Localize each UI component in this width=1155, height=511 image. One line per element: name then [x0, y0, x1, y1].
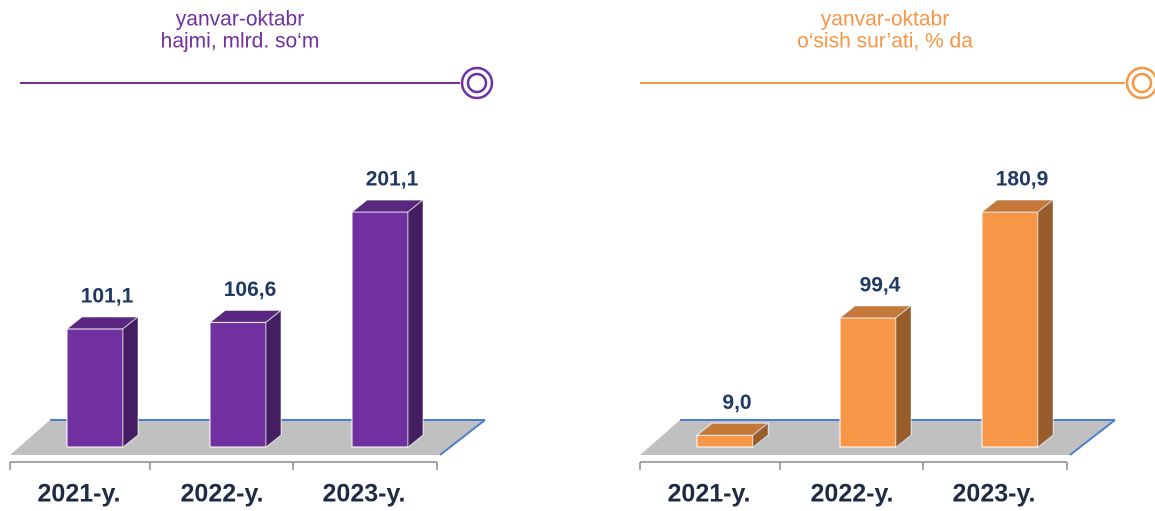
bar-side — [1037, 198, 1054, 449]
floor-edge — [439, 419, 486, 456]
bar-side-shade — [408, 200, 423, 447]
data-label: 201,1 — [366, 168, 419, 191]
data-label: 101,1 — [81, 284, 134, 307]
bar-top-shade — [840, 305, 911, 318]
title-ring-inner — [1131, 72, 1153, 94]
bar-top-shade — [210, 310, 281, 323]
bar-side — [407, 198, 424, 449]
chart-subtitle: o‘sish sur’ati, % da — [797, 30, 973, 53]
x-tick-label: 2021-y. — [668, 480, 751, 508]
bar-side-shade — [266, 310, 281, 447]
bar-top-shade — [67, 316, 138, 329]
bar-top-shade — [697, 423, 768, 436]
chart-title: yanvar-oktabr — [176, 8, 304, 31]
title-ring — [1125, 66, 1155, 100]
bar — [209, 321, 267, 448]
bar — [981, 211, 1039, 448]
bar-side-shade — [896, 305, 911, 447]
data-label: 99,4 — [860, 273, 901, 296]
x-tick-label: 2022-y. — [181, 480, 264, 508]
x-tick-label: 2021-y. — [38, 480, 121, 508]
bar — [696, 434, 754, 448]
bar-side — [265, 309, 282, 449]
bar-side — [895, 304, 912, 449]
title-ring-inner — [466, 72, 488, 94]
bar-side-shade — [753, 423, 768, 447]
data-label: 180,9 — [996, 168, 1049, 191]
data-label: 9,0 — [722, 391, 751, 414]
x-tick-label: 2023-y. — [323, 480, 406, 508]
bar — [351, 211, 409, 448]
chart-subtitle: hajmi, mlrd. so‘m — [161, 30, 320, 53]
bar-top-shade — [982, 200, 1053, 212]
floor-edge — [1069, 419, 1116, 456]
x-tick-label: 2023-y. — [953, 480, 1036, 508]
bar-side-shade — [1038, 200, 1053, 447]
bar-side-shade — [123, 316, 138, 447]
x-tick-label: 2022-y. — [811, 480, 894, 508]
title-ring — [460, 66, 494, 100]
bar-top-shade — [352, 200, 423, 212]
bar-side — [122, 315, 139, 449]
bar-side — [752, 422, 769, 449]
chart-title: yanvar-oktabr — [821, 8, 949, 31]
bar — [66, 328, 124, 448]
data-label: 106,6 — [224, 278, 277, 301]
bar — [839, 317, 897, 448]
